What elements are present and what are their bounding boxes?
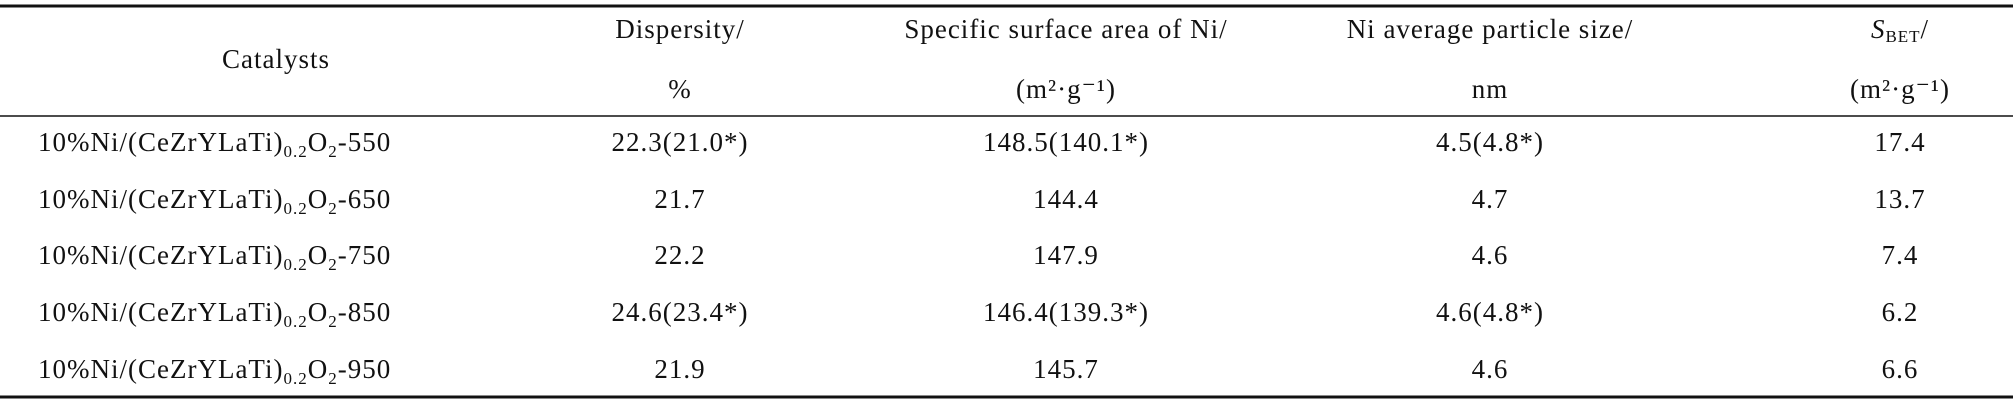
catalyst-suffix: -750 <box>338 240 392 270</box>
slash: / <box>1921 14 1930 44</box>
catalyst-prefix: 10%Ni/(CeZrYLaTi) <box>38 297 283 327</box>
catalyst-cell: 10%Ni/(CeZrYLaTi)0.2O2-850 <box>38 297 391 331</box>
subscript: 2 <box>328 369 338 388</box>
catalyst-prefix: 10%Ni/(CeZrYLaTi) <box>38 127 283 157</box>
value-cell: 17.4 <box>1874 127 1925 157</box>
value-cell: 13.7 <box>1874 184 1925 214</box>
subscript: 0.2 <box>283 199 307 218</box>
catalyst-suffix: -950 <box>338 354 392 384</box>
value-cell: 21.7 <box>654 184 705 214</box>
value-cell: 148.5(140.1*) <box>983 127 1149 157</box>
symbol: S <box>1871 14 1886 44</box>
value-cell: 144.4 <box>1033 184 1099 214</box>
catalyst-cell: 10%Ni/(CeZrYLaTi)0.2O2-550 <box>38 127 391 161</box>
table-body: 10%Ni/(CeZrYLaTi)0.2O2-550 22.3(21.0*) 148… <box>38 127 1925 388</box>
catalyst-cell: 10%Ni/(CeZrYLaTi)0.2O2-650 <box>38 184 391 218</box>
value-cell: 6.6 <box>1882 354 1919 384</box>
header-cell: SBET/ <box>1871 14 1929 46</box>
header-unit: % <box>668 74 692 104</box>
catalyst-oxide: O <box>308 240 329 270</box>
subscript: 2 <box>328 142 338 161</box>
catalyst-prefix: 10%Ni/(CeZrYLaTi) <box>38 184 283 214</box>
header-cell: Specific surface area of Ni/ <box>904 14 1227 44</box>
header-unit: (m²·g⁻¹) <box>1850 74 1950 104</box>
value-cell: 22.2 <box>654 240 705 270</box>
subscript: 0.2 <box>283 369 307 388</box>
subscript: 0.2 <box>283 142 307 161</box>
catalyst-cell: 10%Ni/(CeZrYLaTi)0.2O2-750 <box>38 240 391 274</box>
subscript: 2 <box>328 255 338 274</box>
header-cell: Catalysts <box>222 44 330 74</box>
catalyst-oxide: O <box>308 184 329 214</box>
header-unit: nm <box>1472 74 1509 104</box>
value-cell: 4.6 <box>1472 354 1509 384</box>
catalyst-suffix: -850 <box>338 297 392 327</box>
catalyst-cell: 10%Ni/(CeZrYLaTi)0.2O2-950 <box>38 354 391 388</box>
value-cell: 4.7 <box>1472 184 1509 214</box>
value-cell: 7.4 <box>1882 240 1919 270</box>
value-cell: 24.6(23.4*) <box>612 297 749 327</box>
header-cell: Dispersity/ <box>615 14 745 44</box>
catalyst-oxide: O <box>308 297 329 327</box>
header-unit: (m²·g⁻¹) <box>1016 74 1116 104</box>
value-cell: 6.2 <box>1882 297 1919 327</box>
subscript: 0.2 <box>283 255 307 274</box>
header-cell: Ni average particle size/ <box>1347 14 1634 44</box>
catalyst-suffix: -650 <box>338 184 392 214</box>
catalyst-prefix: 10%Ni/(CeZrYLaTi) <box>38 240 283 270</box>
value-cell: 147.9 <box>1033 240 1099 270</box>
value-cell: 21.9 <box>654 354 705 384</box>
catalyst-suffix: -550 <box>338 127 392 157</box>
value-cell: 146.4(139.3*) <box>983 297 1149 327</box>
value-cell: 4.6(4.8*) <box>1436 297 1544 327</box>
subscript: 2 <box>328 199 338 218</box>
subscript: 2 <box>328 312 338 331</box>
catalyst-oxide: O <box>308 354 329 384</box>
value-cell: 4.5(4.8*) <box>1436 127 1544 157</box>
catalyst-oxide: O <box>308 127 329 157</box>
value-cell: 22.3(21.0*) <box>612 127 749 157</box>
value-cell: 145.7 <box>1033 354 1099 384</box>
symbol-subscript: BET <box>1885 27 1920 46</box>
value-cell: 4.6 <box>1472 240 1509 270</box>
catalyst-prefix: 10%Ni/(CeZrYLaTi) <box>38 354 283 384</box>
subscript: 0.2 <box>283 312 307 331</box>
